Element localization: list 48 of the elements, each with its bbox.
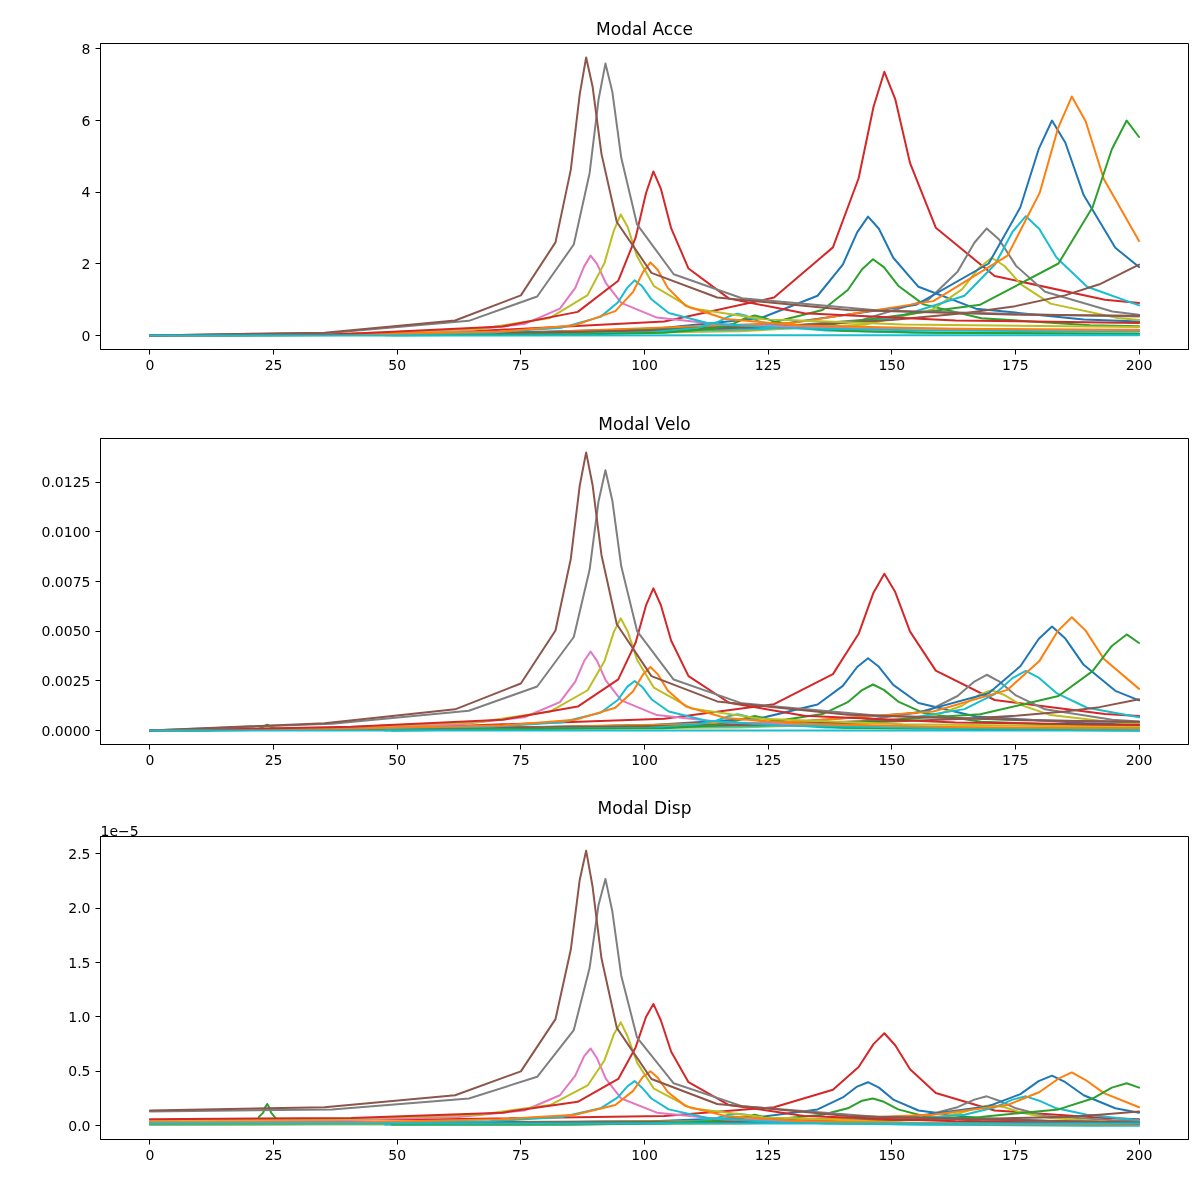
y-tick-label: 0: [81, 327, 91, 344]
x-tick-label: 100: [631, 751, 658, 768]
x-tick-label: 175: [1002, 751, 1029, 768]
x-tick-label: 25: [264, 356, 283, 373]
x-tick-label: 150: [878, 1146, 906, 1163]
x-tick-label: 50: [388, 1146, 407, 1163]
chart-title: Modal Acce: [596, 18, 693, 39]
x-tick-label: 100: [631, 1146, 658, 1163]
y-tick-label: 1.0: [68, 1008, 91, 1025]
x-tick-label: 0: [145, 751, 155, 768]
x-tick-label: 75: [511, 356, 530, 373]
x-tick-label: 100: [631, 356, 658, 373]
y-tick-label: 2.0: [68, 900, 91, 917]
x-tick-label: 125: [754, 1146, 782, 1163]
chart-title: Modal Velo: [598, 413, 691, 434]
y-tick-label: 0.0050: [41, 623, 91, 640]
x-tick-label: 150: [878, 751, 906, 768]
y-tick-label: 8: [81, 40, 91, 57]
y-tick-label: 0.0: [68, 1117, 91, 1134]
x-tick-label: 50: [388, 356, 407, 373]
x-tick-label: 75: [511, 1146, 530, 1163]
x-tick-label: 75: [511, 751, 530, 768]
x-tick-label: 50: [388, 751, 407, 768]
x-tick-label: 200: [1125, 356, 1153, 373]
x-tick-label: 175: [1002, 356, 1029, 373]
chart-title: Modal Disp: [597, 797, 692, 818]
y-tick-label: 0.0025: [41, 672, 91, 689]
x-tick-label: 200: [1125, 1146, 1153, 1163]
x-tick-label: 25: [264, 1146, 283, 1163]
x-tick-label: 175: [1002, 1146, 1029, 1163]
y-tick-label: 0.0000: [41, 722, 91, 739]
y-tick-label: 6: [81, 112, 91, 129]
y-tick-label: 2.5: [68, 845, 91, 862]
x-tick-label: 125: [754, 356, 782, 373]
y-tick-label: 0.0125: [41, 474, 91, 491]
y-tick-label: 0.0100: [41, 523, 91, 540]
y-tick-label: 4: [81, 184, 91, 201]
x-tick-label: 125: [754, 751, 782, 768]
y-tick-label: 0.0075: [41, 573, 91, 590]
y-tick-label: 0.5: [68, 1063, 91, 1080]
x-tick-label: 0: [145, 356, 155, 373]
y-tick-label: 1.5: [68, 954, 91, 971]
y-tick-label: 2: [81, 255, 91, 272]
x-tick-label: 200: [1125, 751, 1153, 768]
x-tick-label: 25: [264, 751, 283, 768]
annotation: 1e−5: [100, 822, 139, 839]
x-tick-label: 150: [878, 356, 906, 373]
x-tick-label: 0: [145, 1146, 155, 1163]
